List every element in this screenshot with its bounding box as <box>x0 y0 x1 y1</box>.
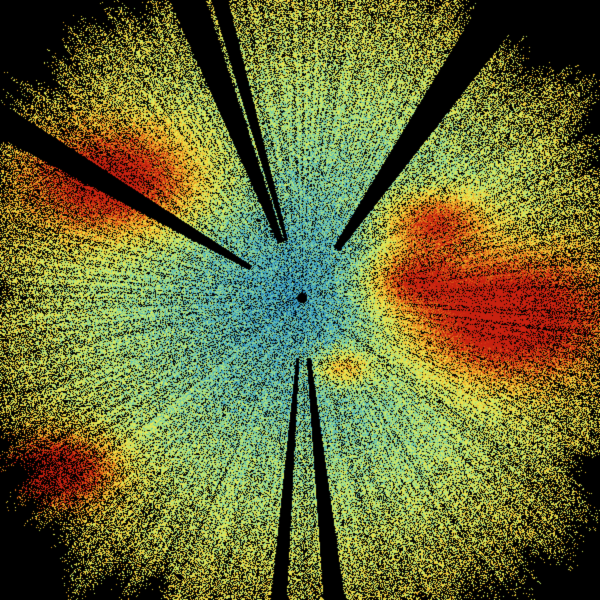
radar-scan-image <box>0 0 600 600</box>
